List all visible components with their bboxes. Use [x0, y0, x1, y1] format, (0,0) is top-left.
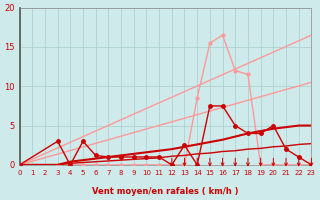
X-axis label: Vent moyen/en rafales ( km/h ): Vent moyen/en rafales ( km/h ) [92, 187, 239, 196]
